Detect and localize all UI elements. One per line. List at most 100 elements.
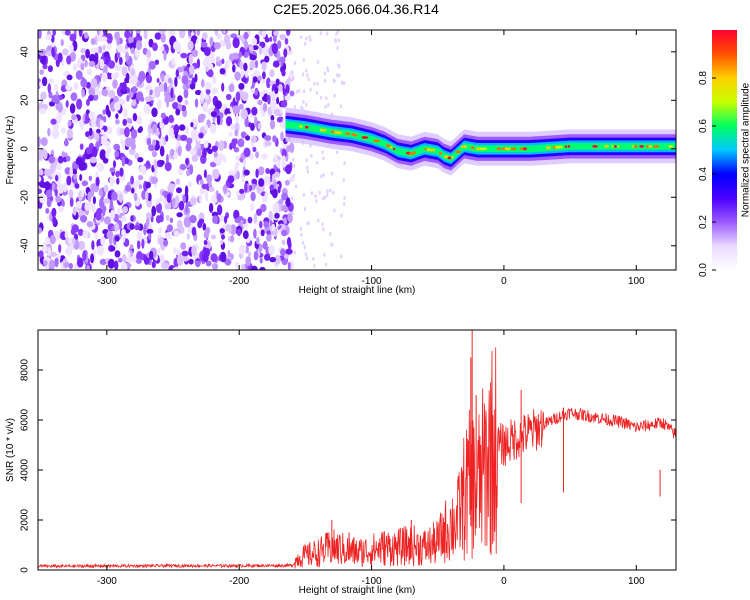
noise-speckle <box>271 223 276 232</box>
dispersed-speckle <box>305 36 308 41</box>
noise-speckle <box>47 65 54 73</box>
noise-speckle <box>106 126 113 135</box>
dispersed-speckle <box>323 78 327 83</box>
noise-speckle <box>176 219 183 231</box>
noise-speckle <box>123 157 130 165</box>
noise-speckle <box>64 167 72 175</box>
noise-speckle <box>100 129 105 135</box>
noise-speckle <box>288 142 295 153</box>
noise-speckle <box>50 251 57 257</box>
noise-speckle <box>167 77 173 84</box>
noise-speckle <box>199 179 204 185</box>
ridge-hotspot <box>668 145 674 148</box>
noise-speckle <box>125 72 130 82</box>
noise-speckle <box>277 220 285 226</box>
noise-speckle <box>85 131 90 138</box>
ridge-hotspot <box>545 146 551 150</box>
noise-speckle <box>151 150 158 158</box>
noise-speckle <box>85 264 91 270</box>
noise-speckle <box>152 139 157 147</box>
page-title: C2E5.2025.066.04.36.R14 <box>273 1 439 17</box>
noise-speckle <box>79 174 83 181</box>
noise-speckle <box>227 175 234 184</box>
noise-speckle <box>237 138 245 148</box>
noise-speckle <box>54 188 58 197</box>
noise-speckle <box>249 54 257 61</box>
noise-speckle <box>174 76 178 88</box>
dispersed-speckle <box>337 38 341 43</box>
noise-speckle <box>238 82 245 90</box>
noise-speckle <box>159 122 165 130</box>
noise-speckle <box>38 150 44 161</box>
noise-speckle <box>58 244 62 253</box>
colorbar-tick-label: 0.2 <box>698 215 709 229</box>
noise-speckle <box>260 203 267 213</box>
noise-speckle <box>85 113 89 125</box>
noise-speckle <box>112 160 117 169</box>
noise-speckle <box>248 153 254 161</box>
noise-speckle <box>222 103 227 110</box>
noise-speckle <box>151 107 158 118</box>
noise-speckle <box>55 164 62 171</box>
heatmap-y-tick-label: 40 <box>20 46 31 58</box>
noise-speckle <box>245 135 251 141</box>
snr-y-tick-label: 4000 <box>20 458 31 481</box>
noise-speckle <box>39 108 47 115</box>
noise-speckle <box>223 184 227 195</box>
noise-speckle <box>110 209 115 221</box>
noise-speckle <box>175 178 181 185</box>
noise-speckle <box>135 49 140 58</box>
ridge-hotspot <box>617 145 620 148</box>
noise-speckle <box>243 40 249 50</box>
noise-speckle <box>243 147 251 158</box>
noise-speckle <box>249 184 253 192</box>
noise-speckle <box>158 227 162 234</box>
noise-speckle <box>270 114 275 122</box>
noise-speckle <box>160 112 166 119</box>
snr-x-axis-label: Height of straight line (km) <box>299 585 416 596</box>
noise-speckle <box>210 253 218 263</box>
noise-speckle <box>280 248 286 257</box>
noise-speckle <box>269 184 275 191</box>
dispersed-speckle <box>324 262 328 267</box>
noise-speckle <box>55 195 61 203</box>
noise-speckle <box>285 30 291 36</box>
heatmap-x-axis-label: Height of straight line (km) <box>299 285 416 296</box>
ridge-hotspot <box>361 136 369 139</box>
noise-speckle <box>264 141 272 147</box>
ridge-hotspot <box>604 145 609 148</box>
noise-speckle <box>278 198 284 205</box>
noise-speckle <box>52 30 56 36</box>
dispersed-speckle <box>322 173 325 177</box>
noise-speckle <box>124 127 130 138</box>
noise-speckle <box>47 83 52 94</box>
dispersed-speckle <box>320 174 323 179</box>
noise-speckle <box>220 239 224 245</box>
colorbar-tick-label: 0.0 <box>698 263 709 277</box>
dispersed-speckle <box>338 73 341 78</box>
noise-speckle <box>269 219 273 227</box>
noise-speckle <box>284 179 290 186</box>
noise-speckle <box>228 131 233 137</box>
noise-speckle <box>145 160 151 169</box>
noise-speckle <box>173 247 177 254</box>
noise-speckle <box>80 78 88 88</box>
noise-speckle <box>71 224 79 233</box>
noise-speckle <box>148 144 156 152</box>
dispersed-speckle <box>321 150 324 155</box>
noise-speckle <box>185 143 192 152</box>
ridge-hotspot <box>409 152 414 155</box>
dispersed-speckle <box>329 188 332 193</box>
noise-speckle <box>165 153 169 164</box>
noise-speckle <box>145 217 150 227</box>
noise-speckle <box>208 186 215 193</box>
noise-speckle <box>63 71 70 77</box>
noise-speckle <box>198 218 205 224</box>
noise-speckle <box>60 127 66 134</box>
noise-speckle <box>232 105 240 115</box>
dispersed-speckle <box>304 252 308 257</box>
dispersed-speckle <box>343 196 346 201</box>
noise-speckle <box>245 245 249 254</box>
noise-speckle <box>134 224 141 231</box>
noise-speckle <box>113 73 119 80</box>
